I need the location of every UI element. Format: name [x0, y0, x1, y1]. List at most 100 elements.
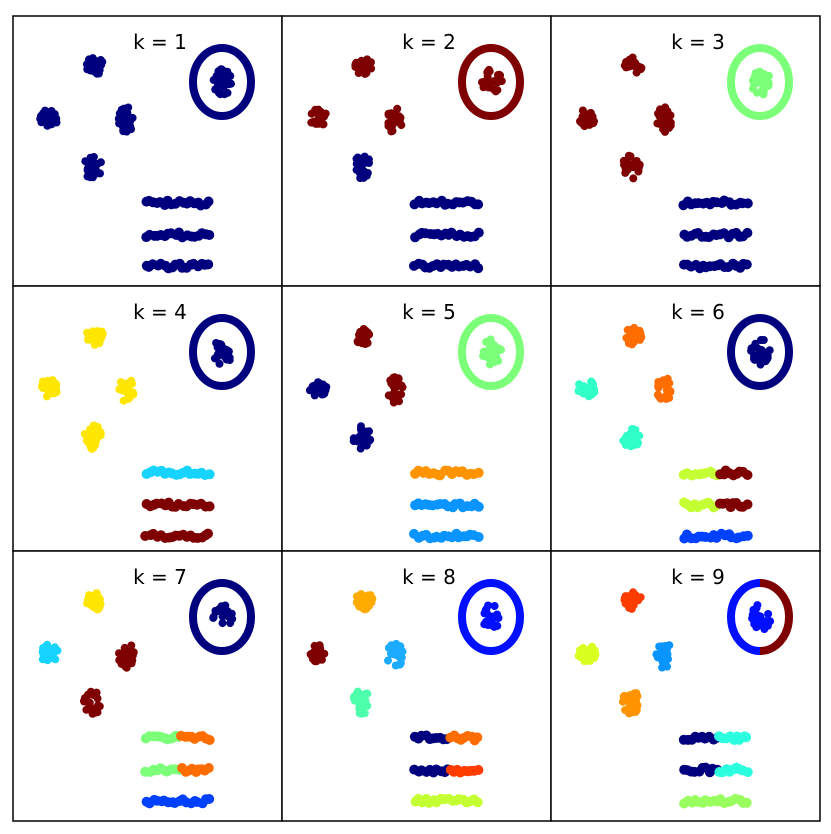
- middle-point: [658, 658, 667, 666]
- lower-point: [96, 431, 105, 440]
- ring-center-point: [496, 71, 505, 80]
- ring-center-point: [490, 602, 499, 610]
- top-point: [84, 335, 93, 344]
- ring-center-point: [759, 336, 768, 344]
- top-point: [637, 333, 646, 342]
- cluster-lower: [349, 422, 375, 453]
- cluster-row3: [679, 793, 752, 809]
- panel-3: k = 3: [550, 15, 821, 287]
- ring-center-point: [762, 74, 771, 83]
- middle-point: [127, 656, 136, 664]
- cluster-left: [574, 642, 600, 666]
- panel-title: k = 8: [402, 565, 456, 589]
- cluster-ring: [727, 44, 793, 120]
- cluster-row2: [410, 227, 484, 243]
- middle-point: [127, 379, 136, 388]
- left-point: [578, 106, 587, 115]
- top-point: [354, 600, 363, 609]
- cluster-left: [574, 377, 599, 401]
- ring-center-point: [485, 65, 493, 74]
- top-point: [631, 333, 640, 342]
- middle-point: [122, 663, 131, 672]
- cluster-ring-center: [209, 601, 237, 628]
- ring-center-point: [215, 350, 223, 359]
- row1-point: [203, 196, 214, 207]
- cluster-ring-center: [480, 601, 503, 631]
- lower-point: [634, 439, 642, 447]
- ring-center-point: [486, 335, 495, 344]
- left-point: [586, 652, 595, 661]
- cluster-row1: [678, 731, 752, 745]
- lower-point: [84, 159, 93, 168]
- ring-center-point: [754, 78, 763, 87]
- cluster-middle: [384, 639, 407, 670]
- lower-point: [631, 426, 640, 434]
- top-point: [352, 58, 361, 67]
- middle-point: [123, 109, 132, 117]
- ring-center-point: [487, 621, 496, 629]
- panel-frame: [281, 550, 552, 822]
- cluster-top: [620, 588, 645, 613]
- cluster-ring-center: [747, 336, 774, 369]
- cluster-row2: [679, 497, 753, 513]
- middle-point: [666, 121, 675, 130]
- ring-center-point: [493, 86, 502, 95]
- cluster-lower: [81, 153, 105, 182]
- ring-left-point: [727, 579, 761, 655]
- cluster-ring-center: [478, 65, 506, 96]
- left-point: [316, 386, 325, 395]
- cluster-lower: [350, 687, 372, 718]
- ring-center-point: [752, 604, 761, 613]
- ring-center-point: [219, 608, 228, 617]
- left-point: [314, 108, 323, 117]
- middle-point: [654, 382, 663, 391]
- cluster-row1: [678, 465, 753, 481]
- cluster-middle: [653, 374, 675, 403]
- row3-point: [203, 528, 213, 539]
- ring-center-point: [750, 72, 759, 81]
- cluster-middle: [115, 376, 138, 405]
- left-point: [310, 648, 319, 657]
- left-point: [305, 386, 314, 395]
- cluster-lower: [80, 687, 104, 718]
- ring-center-point: [750, 343, 758, 352]
- middle-point: [397, 121, 406, 130]
- cluster-row1: [140, 730, 215, 745]
- left-point: [47, 107, 56, 115]
- top-point: [624, 336, 633, 345]
- cluster-left: [307, 105, 330, 129]
- cluster-top: [83, 589, 105, 614]
- left-point: [575, 380, 584, 389]
- panel-title: k = 9: [671, 565, 725, 589]
- middle-point: [657, 649, 666, 657]
- cluster-lower: [618, 689, 642, 718]
- row3-point: [204, 794, 215, 804]
- left-point: [49, 381, 57, 390]
- top-point: [95, 603, 104, 612]
- cluster-middle: [114, 103, 137, 136]
- cluster-middle: [384, 373, 407, 407]
- cluster-row3: [410, 793, 483, 808]
- ring-center-point: [494, 344, 503, 353]
- ring-point: [189, 44, 255, 120]
- cluster-ring: [189, 579, 255, 655]
- cluster-ring-center: [209, 65, 235, 99]
- lower-point: [355, 699, 364, 708]
- lower-point: [357, 169, 366, 177]
- cluster-middle: [653, 103, 675, 136]
- cluster-top: [620, 53, 646, 77]
- row2-right-point: [742, 499, 753, 510]
- cluster-row2: [141, 497, 215, 512]
- row2-point: [473, 501, 484, 512]
- middle-point: [664, 393, 673, 402]
- row1-right-point: [742, 470, 753, 480]
- middle-point: [118, 651, 126, 660]
- cluster-row1: [141, 195, 214, 211]
- cluster-ring-center: [748, 601, 775, 633]
- middle-point: [393, 104, 402, 113]
- ring-center-point: [760, 625, 769, 633]
- row3-point: [473, 263, 484, 274]
- cluster-ring: [189, 314, 255, 390]
- cluster-top: [622, 323, 646, 349]
- cluster-row2: [409, 764, 484, 778]
